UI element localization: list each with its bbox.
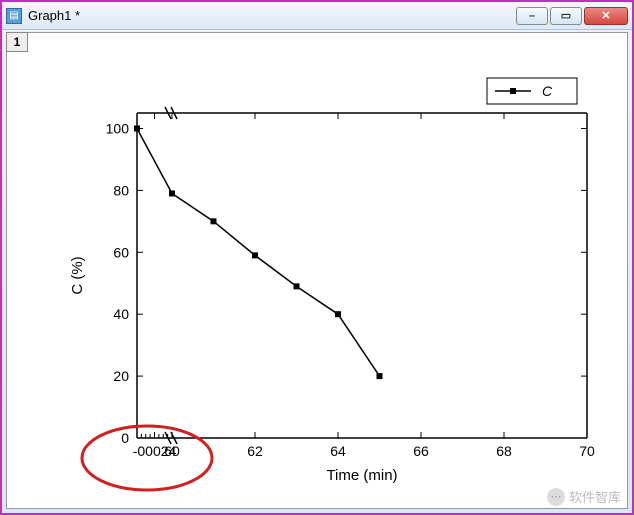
window-controls: – ▭ ✕ (514, 7, 628, 25)
svg-text:C (%): C (%) (69, 256, 86, 294)
svg-text:0: 0 (121, 430, 129, 446)
svg-text:64: 64 (330, 443, 346, 459)
svg-text:80: 80 (113, 182, 129, 198)
watermark-text: 软件智库 (569, 487, 621, 506)
minimize-button[interactable]: – (516, 7, 548, 25)
svg-text:20: 20 (113, 368, 129, 384)
svg-text:C: C (542, 83, 553, 99)
svg-text:60: 60 (113, 244, 129, 260)
svg-text:70: 70 (579, 443, 595, 459)
app-window: ▤ Graph1 * – ▭ ✕ 1 020406080100-00024606… (0, 0, 634, 515)
svg-text:Time (min): Time (min) (326, 467, 397, 484)
svg-text:40: 40 (113, 306, 129, 322)
svg-text:100: 100 (106, 120, 130, 136)
svg-text:66: 66 (413, 443, 429, 459)
plot-container: 1 020406080100-00024606264666870Time (mi… (6, 32, 628, 509)
titlebar: ▤ Graph1 * – ▭ ✕ (2, 2, 632, 30)
close-button[interactable]: ✕ (584, 7, 628, 25)
svg-text:62: 62 (247, 443, 263, 459)
svg-text:68: 68 (496, 443, 512, 459)
watermark-icon: ⋯ (547, 488, 565, 506)
maximize-button[interactable]: ▭ (550, 7, 582, 25)
svg-text:60: 60 (164, 443, 180, 459)
watermark: ⋯ 软件智库 (547, 487, 621, 506)
window-title: Graph1 * (28, 8, 514, 23)
app-icon: ▤ (6, 8, 22, 24)
chart-svg: 020406080100-00024606264666870Time (min)… (7, 33, 629, 512)
